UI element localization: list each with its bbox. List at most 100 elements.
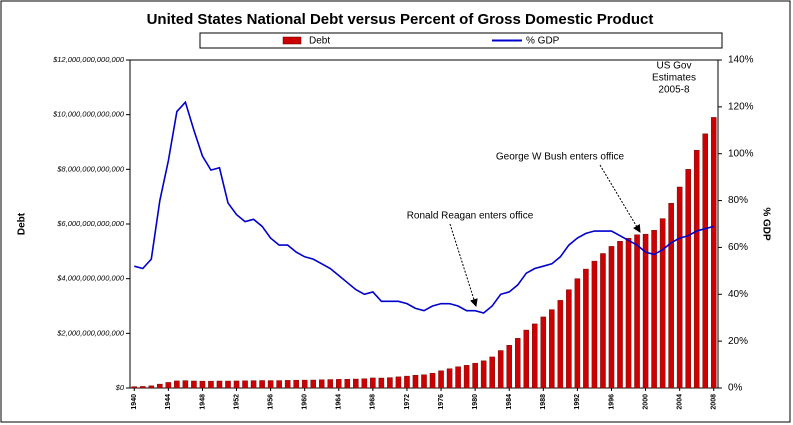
bar bbox=[182, 380, 189, 389]
annotation: George W Bush enters office bbox=[496, 152, 625, 163]
x-tick-label: 1968 bbox=[370, 394, 377, 410]
bar bbox=[412, 375, 419, 389]
y2-axis-title: % GDP bbox=[760, 207, 771, 241]
bar bbox=[676, 186, 683, 389]
bar bbox=[489, 356, 495, 389]
bar bbox=[549, 309, 555, 389]
bar bbox=[583, 268, 589, 389]
x-tick-label: 1952 bbox=[233, 394, 240, 410]
bar bbox=[446, 368, 453, 389]
bar bbox=[497, 350, 504, 389]
bar bbox=[267, 380, 274, 389]
bar bbox=[284, 380, 291, 389]
bar bbox=[600, 253, 606, 389]
bar bbox=[642, 233, 649, 389]
y2-tick-label: 100% bbox=[728, 148, 754, 159]
x-tick-label: 1944 bbox=[165, 394, 172, 410]
x-tick-label: 1980 bbox=[472, 394, 479, 410]
annotation-arrow bbox=[599, 164, 641, 233]
bar bbox=[250, 380, 257, 389]
bar bbox=[191, 380, 197, 389]
x-tick-label: 1948 bbox=[199, 394, 206, 410]
bar bbox=[514, 338, 521, 389]
bar bbox=[455, 366, 461, 389]
bar bbox=[651, 230, 657, 389]
legend-swatch bbox=[282, 36, 302, 45]
bar bbox=[225, 380, 231, 389]
bar bbox=[668, 203, 674, 389]
y-tick-label: $8,000,000,000,000 bbox=[56, 164, 125, 173]
bar bbox=[344, 378, 351, 389]
bar bbox=[693, 149, 700, 389]
bar bbox=[242, 380, 248, 389]
bar bbox=[293, 379, 299, 389]
x-tick-label: 1988 bbox=[540, 394, 547, 410]
x-tick-label: 2008 bbox=[711, 394, 718, 410]
bar bbox=[617, 241, 623, 389]
bar bbox=[685, 169, 691, 389]
bar bbox=[702, 133, 708, 389]
y-axis-title: Debt bbox=[17, 212, 28, 235]
bar bbox=[421, 374, 427, 389]
bar bbox=[480, 360, 487, 389]
x-tick-label: 1976 bbox=[438, 394, 445, 410]
annotation-arrow bbox=[449, 223, 478, 307]
y-tick-label: $6,000,000,000,000 bbox=[56, 219, 125, 228]
bar bbox=[327, 379, 334, 389]
bar bbox=[165, 382, 172, 389]
bar bbox=[591, 260, 598, 389]
y-tick-label: $12,000,000,000,000 bbox=[52, 55, 125, 64]
legend-label: % GDP bbox=[526, 36, 560, 47]
y2-tick-label: 20% bbox=[728, 336, 748, 347]
bar bbox=[216, 380, 223, 389]
annotation: Ronald Reagan enters office bbox=[407, 211, 534, 222]
bar bbox=[506, 345, 512, 389]
bar bbox=[318, 379, 325, 389]
y2-tick-label: 140% bbox=[728, 55, 754, 66]
y-tick-label: $10,000,000,000,000 bbox=[52, 110, 125, 119]
bar bbox=[131, 386, 138, 389]
bar bbox=[659, 218, 666, 389]
line bbox=[134, 100, 714, 314]
bar bbox=[625, 238, 632, 389]
bar bbox=[395, 376, 402, 389]
annotation: 2005-8 bbox=[658, 85, 690, 96]
bar bbox=[233, 380, 240, 389]
y-tick-label: $4,000,000,000,000 bbox=[56, 274, 125, 283]
annotation: US Gov bbox=[656, 61, 691, 72]
x-tick-label: 1996 bbox=[608, 394, 615, 410]
x-tick-label: 1940 bbox=[131, 394, 138, 410]
x-tick-label: 1984 bbox=[506, 394, 513, 410]
bar bbox=[710, 117, 717, 389]
x-tick-label: 1956 bbox=[267, 394, 274, 410]
bar bbox=[523, 329, 530, 389]
bar bbox=[140, 386, 146, 389]
x-tick-label: 1964 bbox=[336, 394, 343, 410]
bar bbox=[608, 246, 615, 389]
bar bbox=[540, 316, 547, 389]
bar bbox=[566, 289, 572, 389]
y2-tick-label: 60% bbox=[728, 242, 748, 253]
y2-tick-label: 80% bbox=[728, 195, 748, 206]
bar bbox=[276, 380, 282, 389]
bar bbox=[208, 380, 214, 389]
bar bbox=[157, 383, 163, 389]
bar bbox=[361, 378, 368, 389]
bar bbox=[634, 234, 640, 389]
bar bbox=[429, 372, 436, 389]
bar bbox=[438, 370, 444, 389]
y-tick-label: $2,000,000,000,000 bbox=[56, 328, 125, 337]
bar bbox=[370, 377, 376, 389]
bar bbox=[557, 300, 564, 389]
x-tick-label: 1972 bbox=[404, 394, 411, 410]
bar bbox=[463, 365, 470, 389]
bar bbox=[532, 323, 538, 389]
bar bbox=[199, 380, 206, 389]
bar bbox=[148, 385, 155, 389]
bar bbox=[387, 377, 393, 389]
bar bbox=[259, 380, 265, 389]
bar bbox=[404, 375, 410, 389]
bar bbox=[174, 380, 180, 389]
bar bbox=[378, 377, 385, 389]
